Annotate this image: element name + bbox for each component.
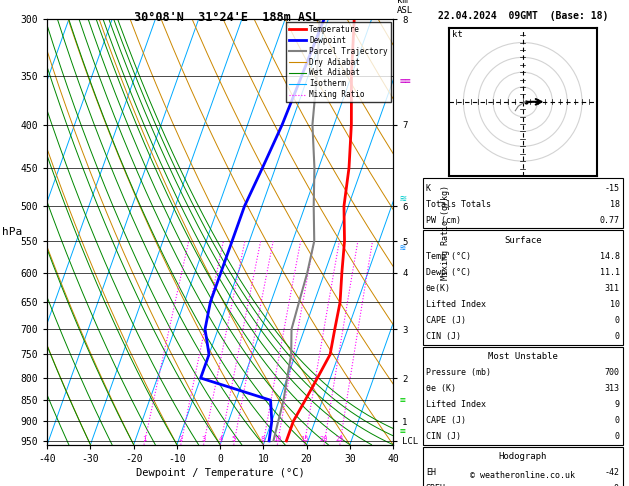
Text: Totals Totals: Totals Totals [426, 200, 491, 209]
Text: Hodograph: Hodograph [499, 452, 547, 461]
Text: θe (K): θe (K) [426, 384, 456, 393]
Text: 0.77: 0.77 [599, 216, 620, 225]
Text: PW (cm): PW (cm) [426, 216, 461, 225]
Text: 3: 3 [201, 435, 206, 442]
Text: Dewp (°C): Dewp (°C) [426, 268, 471, 277]
Text: EH: EH [426, 469, 436, 477]
Text: hPa: hPa [3, 227, 23, 237]
Text: -0: -0 [610, 485, 620, 486]
Text: CIN (J): CIN (J) [426, 332, 461, 341]
Text: -42: -42 [604, 469, 620, 477]
Text: 22.04.2024  09GMT  (Base: 18): 22.04.2024 09GMT (Base: 18) [438, 11, 608, 21]
Text: 20: 20 [320, 435, 328, 442]
Text: θe(K): θe(K) [426, 284, 451, 293]
Text: 30°08'N  31°24'E  188m ASL: 30°08'N 31°24'E 188m ASL [134, 11, 319, 24]
Text: Temp (°C): Temp (°C) [426, 252, 471, 261]
Text: Lifted Index: Lifted Index [426, 400, 486, 409]
Text: 700: 700 [604, 368, 620, 377]
Text: CAPE (J): CAPE (J) [426, 417, 466, 425]
Text: 4: 4 [218, 435, 223, 442]
Text: -15: -15 [604, 184, 620, 193]
Text: Pressure (mb): Pressure (mb) [426, 368, 491, 377]
Text: 18: 18 [610, 200, 620, 209]
Text: ≡≡: ≡≡ [399, 76, 411, 86]
X-axis label: Dewpoint / Temperature (°C): Dewpoint / Temperature (°C) [136, 468, 304, 478]
Text: ≋: ≋ [399, 194, 406, 204]
Text: CIN (J): CIN (J) [426, 433, 461, 441]
Text: 313: 313 [604, 384, 620, 393]
Text: 25: 25 [335, 435, 344, 442]
Text: ≡: ≡ [399, 395, 406, 405]
Text: 11.1: 11.1 [599, 268, 620, 277]
Text: K: K [426, 184, 431, 193]
Text: 0: 0 [615, 332, 620, 341]
Text: 10: 10 [610, 300, 620, 309]
Text: 311: 311 [604, 284, 620, 293]
Legend: Temperature, Dewpoint, Parcel Trajectory, Dry Adiabat, Wet Adiabat, Isotherm, Mi: Temperature, Dewpoint, Parcel Trajectory… [286, 22, 391, 102]
Text: Surface: Surface [504, 236, 542, 245]
Text: 0: 0 [615, 417, 620, 425]
Text: 8: 8 [261, 435, 265, 442]
Text: 14.8: 14.8 [599, 252, 620, 261]
Text: SREH: SREH [426, 485, 446, 486]
Text: 0: 0 [615, 316, 620, 325]
Text: 0: 0 [615, 433, 620, 441]
Text: kt: kt [452, 30, 462, 38]
Text: ≋: ≋ [399, 243, 406, 253]
Text: Lifted Index: Lifted Index [426, 300, 486, 309]
Text: ≡: ≡ [399, 426, 406, 436]
Text: CAPE (J): CAPE (J) [426, 316, 466, 325]
Text: 2: 2 [179, 435, 183, 442]
Text: 5: 5 [231, 435, 236, 442]
Text: 9: 9 [615, 400, 620, 409]
Text: km
ASL: km ASL [397, 0, 413, 15]
Text: Mixing Ratio (g/kg): Mixing Ratio (g/kg) [440, 185, 450, 279]
Text: Most Unstable: Most Unstable [487, 352, 558, 361]
Text: 15: 15 [300, 435, 309, 442]
Text: 1: 1 [142, 435, 146, 442]
Text: © weatheronline.co.uk: © weatheronline.co.uk [470, 470, 575, 480]
Text: 10: 10 [273, 435, 282, 442]
